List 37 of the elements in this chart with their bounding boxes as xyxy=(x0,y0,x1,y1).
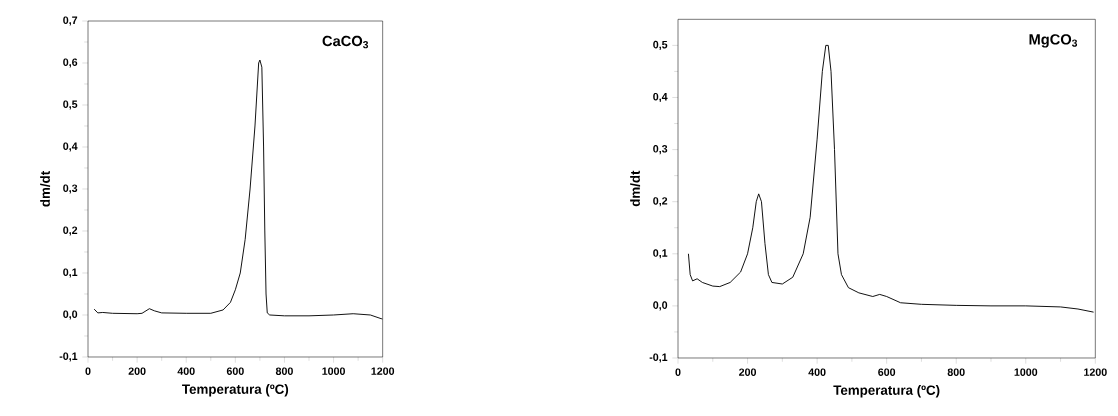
y-tick-label: 0,1 xyxy=(63,268,78,278)
x-tick-label: 600 xyxy=(878,368,896,376)
x-tick-label: 800 xyxy=(947,368,965,376)
text: CaCO$_{3}$ xyxy=(322,35,369,49)
y-tick-label: 0,6 xyxy=(63,58,78,68)
y-tick-label: 0,5 xyxy=(653,40,668,50)
y-tick-label: 0,3 xyxy=(653,145,668,155)
x-tick-label: 200 xyxy=(739,368,757,376)
x-tick-label: 1200 xyxy=(371,367,395,375)
x-tick-label: 0 xyxy=(85,367,91,375)
x-tick-label: 1000 xyxy=(322,367,345,375)
x-axis-title: Temperatura (ºC) xyxy=(833,385,940,398)
x-tick-label: 400 xyxy=(808,368,826,376)
y-tick-label: 0,1 xyxy=(653,249,668,259)
y-tick-label: 0,3 xyxy=(63,184,78,194)
x-tick-label: 400 xyxy=(177,367,195,375)
y-tick-label: 0,0 xyxy=(63,310,78,320)
y-tick-label: 0,4 xyxy=(653,92,668,103)
y-tick-label: 0,0 xyxy=(653,301,668,311)
x-tick-label: 0 xyxy=(675,368,681,376)
y-axis-title: dm/dt xyxy=(40,171,51,207)
y-tick-label: 0,5 xyxy=(63,100,78,110)
y-tick-label: 0,4 xyxy=(63,142,78,152)
x-tick-label: 600 xyxy=(226,367,244,375)
x-tick-label: 800 xyxy=(275,367,293,375)
y-tick-label: 0,2 xyxy=(63,226,78,236)
y-tick-label: -0,1 xyxy=(59,352,78,362)
x-tick-label: 200 xyxy=(128,367,146,375)
x-tick-label: 1000 xyxy=(1014,368,1038,376)
text: MgCO$_{3}$ xyxy=(1029,34,1078,48)
y-tick-label: -0,1 xyxy=(649,353,668,363)
y-axis-title: dm/dt xyxy=(630,170,641,207)
line-series xyxy=(93,59,383,320)
y-tick-label: 0,2 xyxy=(653,197,668,207)
x-tick-label: 1200 xyxy=(1084,368,1107,376)
y-tick-label: 0,7 xyxy=(63,16,78,26)
x-axis-title: Temperatura (ºC) xyxy=(182,384,289,397)
